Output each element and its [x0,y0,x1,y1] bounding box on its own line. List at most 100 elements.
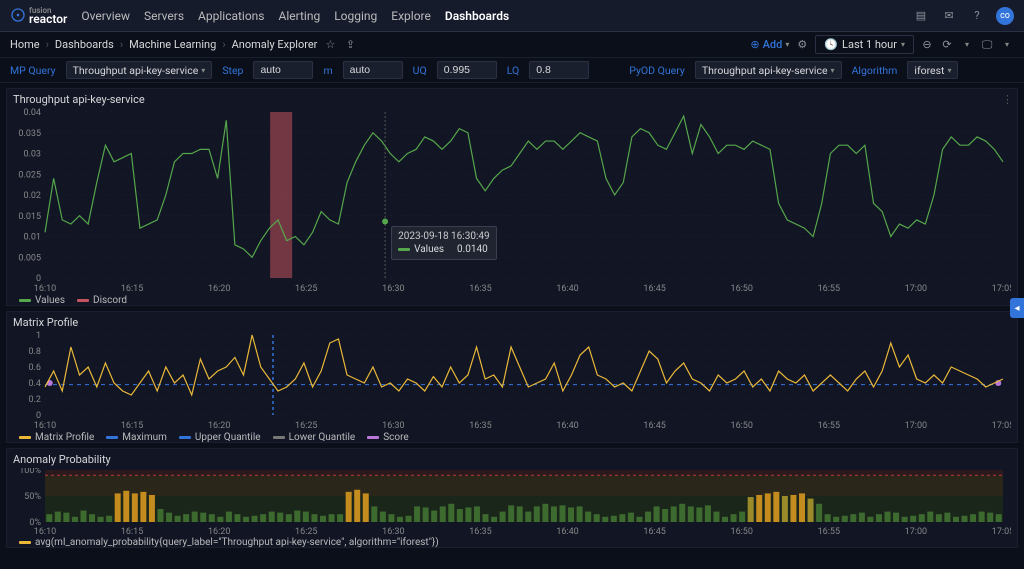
chart-matrix-profile[interactable]: 00.20.40.60.8116:1016:1516:2016:2516:301… [13,331,1011,431]
svg-text:16:45: 16:45 [643,284,665,294]
svg-text:16:45: 16:45 [643,527,665,536]
panel-anomaly-probability: Anomaly Probability 0%50%100%16:1016:151… [6,448,1018,548]
svg-text:0: 0 [36,274,41,284]
var-lq-input[interactable] [529,61,589,79]
svg-text:16:10: 16:10 [34,421,56,431]
var-step-input[interactable] [253,61,313,79]
panel-matrix-profile: Matrix Profile 00.20.40.60.8116:1016:151… [6,311,1018,443]
svg-text:0.005: 0.005 [18,253,41,263]
breadcrumb-item[interactable]: Anomaly Explorer [232,38,318,51]
panels-container: Throughput api-key-service ⋮ 0 0.005 0.01 0… [0,88,1024,548]
svg-text:17:05: 17:05 [992,284,1011,294]
svg-text:0.03: 0.03 [23,150,41,160]
panel-title: Matrix Profile [13,316,1011,329]
svg-text:16:35: 16:35 [469,284,491,294]
svg-text:17:00: 17:00 [905,284,927,294]
var-m-input[interactable] [343,61,403,79]
var-step-label: Step [222,64,243,77]
refresh-menu-icon[interactable]: ▾ [960,38,974,52]
svg-text:0.2: 0.2 [29,395,42,405]
svg-text:16:50: 16:50 [731,284,753,294]
legend-item[interactable]: Upper Quantile [179,432,261,443]
legend-throughput: Values Discord [13,295,1011,306]
svg-text:16:20: 16:20 [208,284,230,294]
svg-text:16:25: 16:25 [295,527,317,536]
feedback-icon[interactable]: ✉ [940,7,958,25]
legend-item[interactable]: Discord [77,295,127,306]
svg-text:16:50: 16:50 [731,527,753,536]
svg-text:16:40: 16:40 [556,284,578,294]
var-mpquery-select[interactable]: Throughput api-key-service ▾ [66,61,213,79]
svg-text:0.4: 0.4 [29,379,42,389]
help-icon[interactable]: ? [968,7,986,25]
legend-item[interactable]: Matrix Profile [19,432,94,443]
breadcrumb-item[interactable]: Machine Learning [129,38,216,51]
svg-text:16:25: 16:25 [295,284,317,294]
chart-anomaly-probability[interactable]: 0%50%100%16:1016:1516:2016:2516:3016:351… [13,468,1011,536]
nav-logging[interactable]: Logging [334,9,377,23]
var-pyodquery-select[interactable]: Throughput api-key-service ▾ [695,61,842,79]
var-algorithm-label: Algorithm [852,64,898,77]
svg-text:16:30: 16:30 [382,284,404,294]
settings-icon[interactable]: ⚙ [795,38,809,52]
svg-text:16:10: 16:10 [34,284,56,294]
var-uq-input[interactable] [437,61,497,79]
var-algorithm-select[interactable]: iforest ▾ [907,61,958,79]
kiosk-menu-icon[interactable]: ▾ [1000,38,1014,52]
svg-text:16:10: 16:10 [34,527,56,536]
avatar[interactable]: co [996,7,1014,25]
svg-text:16:40: 16:40 [556,421,578,431]
chart-throughput[interactable]: 00.0050.010.0150.020.0250.030.0350.0416:… [13,108,1011,294]
svg-text:17:05: 17:05 [992,421,1011,431]
var-uq-label: UQ [413,64,427,77]
topbar: fusion reactor Overview Servers Applicatio… [0,0,1024,32]
panel-title: Anomaly Probability [13,453,1011,466]
nav-explore[interactable]: Explore [391,9,431,23]
share-icon[interactable]: ⇪ [343,38,357,52]
nav-overview[interactable]: Overview [81,9,130,23]
svg-text:0.04: 0.04 [23,108,41,118]
svg-text:16:40: 16:40 [556,527,578,536]
svg-text:0.035: 0.035 [18,129,41,139]
legend-matrix-profile: Matrix Profile Maximum Upper Quantile Lower… [13,432,1011,443]
drawer-toggle[interactable]: ◂ [1010,298,1024,318]
legend-item[interactable]: Values [19,295,65,306]
star-icon[interactable]: ☆ [323,38,337,52]
svg-text:16:20: 16:20 [208,421,230,431]
subbar: Home›Dashboards›Machine Learning›Anomaly… [0,32,1024,57]
svg-text:16:15: 16:15 [121,421,143,431]
panel-menu-icon[interactable]: ⋮ [1002,93,1013,106]
legend-anomaly-probability: avg(ml_anomaly_probability{query_label="… [13,537,1011,548]
var-mpquery-label: MP Query [10,64,56,77]
nav-servers[interactable]: Servers [144,9,184,23]
svg-text:16:55: 16:55 [818,527,840,536]
svg-text:16:55: 16:55 [818,284,840,294]
legend-item[interactable]: Lower Quantile [273,432,356,443]
time-picker[interactable]: 🕓 Last 1 hour ▾ [815,35,914,54]
legend-item[interactable]: Score [367,432,408,443]
svg-text:0.015: 0.015 [18,212,41,222]
panel-title: Throughput api-key-service [13,93,1011,106]
legend-item[interactable]: Maximum [106,432,167,443]
var-m-label: m [323,64,332,77]
svg-text:16:20: 16:20 [208,527,230,536]
svg-text:0.01: 0.01 [23,233,41,243]
svg-text:16:15: 16:15 [121,284,143,294]
panel-throughput: Throughput api-key-service ⋮ 0 0.005 0.01 0… [6,88,1018,306]
zoom-out-icon[interactable]: ⊖ [920,38,934,52]
svg-text:0.025: 0.025 [18,170,41,180]
nav-dashboards[interactable]: Dashboards [445,9,509,23]
add-button[interactable]: ⊕ Add ▾ [750,38,789,51]
variable-bar: MP Query Throughput api-key-service ▾ St… [0,57,1024,83]
display-icon[interactable]: 🖵 [980,38,994,52]
var-lq-label: LQ [507,64,520,77]
refresh-icon[interactable]: ⟳ [940,38,954,52]
svg-text:17:05: 17:05 [992,527,1011,536]
breadcrumb-item[interactable]: Dashboards [55,38,114,51]
nav-alerting[interactable]: Alerting [279,9,321,23]
news-icon[interactable]: ▤ [912,7,930,25]
breadcrumb: Home›Dashboards›Machine Learning›Anomaly… [10,38,317,51]
breadcrumb-item[interactable]: Home [10,38,40,51]
logo[interactable]: fusion reactor [10,7,67,25]
nav-applications[interactable]: Applications [198,9,264,23]
